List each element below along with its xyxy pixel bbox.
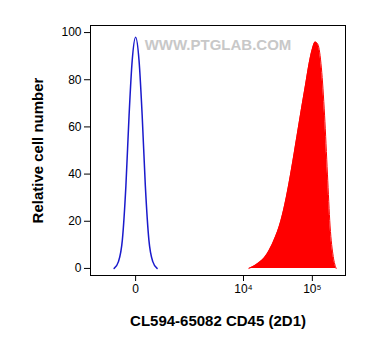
svg-text:0: 0 [132,282,139,296]
svg-text:10⁴: 10⁴ [234,282,253,296]
svg-text:60: 60 [68,120,82,134]
svg-text:80: 80 [68,73,82,87]
svg-text:10⁵: 10⁵ [303,282,321,296]
svg-text:CL594-65082 CD45 (2D1): CL594-65082 CD45 (2D1) [130,312,306,329]
svg-text:100: 100 [61,25,81,39]
svg-text:20: 20 [68,214,82,228]
svg-text:40: 40 [68,167,82,181]
svg-text:WWW.PTGLAB.COM: WWW.PTGLAB.COM [145,36,292,53]
svg-text:0: 0 [75,261,82,275]
svg-text:Relative cell number: Relative cell number [29,77,46,223]
